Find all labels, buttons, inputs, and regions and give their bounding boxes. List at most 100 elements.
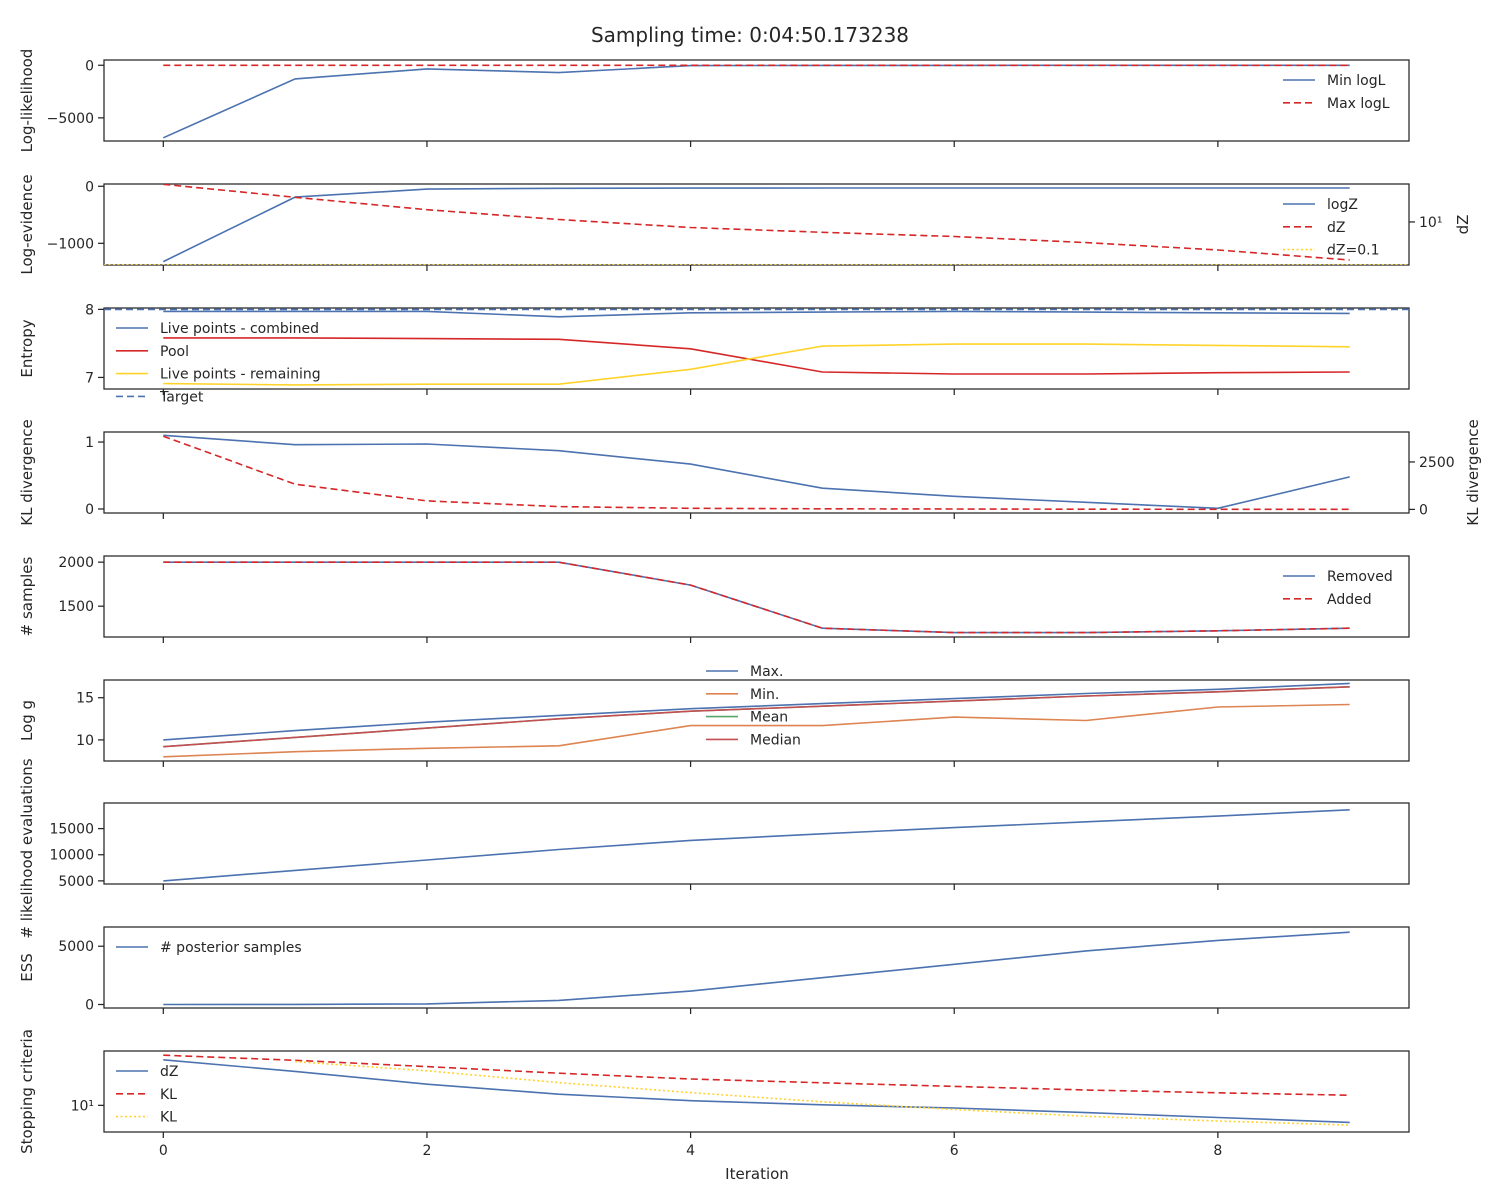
right-y-axis-label: KL divergence [1464,419,1482,525]
legend-label: dZ=0.1 [1327,243,1379,259]
legend-label: logZ [1327,197,1358,213]
series-group [163,434,1350,511]
y-tick-label: 10¹ [71,1098,94,1114]
legend-label: dZ [1327,220,1345,236]
panel-3: 0 1 0 2500 KL divergence KL divergence [18,419,1482,525]
right-y-axis-label: dZ [1454,215,1472,235]
y-tick-label: 7 [85,370,94,386]
legend-label: Min. [750,687,779,703]
y-tick-label: 15 [76,691,94,707]
legend-label: KL [160,1110,177,1126]
x-tick-label: 2 [422,1143,431,1159]
y-axis-label: # samples [18,556,36,636]
legend-label: Min logL [1327,73,1386,89]
y-tick-label: 8 [85,302,94,318]
y-tick-label: 15000 [49,822,94,838]
y-axis-label: Log g [18,700,36,741]
y-tick-label: 0 [85,179,94,195]
panel-4: 1500 2000 # samples Removed Added [18,555,1410,643]
y-tick-label: 1 [85,435,94,451]
y-axis-label: Stopping criteria [18,1029,36,1154]
series-line-0 [163,1059,1350,1124]
series-line-0 [162,187,1350,263]
legend: dZ KL KL [116,1064,178,1126]
series-group [163,561,1350,634]
series-line-2 [295,1060,1350,1126]
series-line-1 [163,703,1350,758]
series-group [163,931,1350,1006]
panel-8: 0 2 4 6 8 10¹ Stopping criteria dZ KL KL [18,1029,1410,1159]
series-line-1 [163,184,1350,261]
y-tick-label: −5000 [47,111,94,127]
right-y-tick-label: 2500 [1419,455,1455,471]
y-axis-label: Log-likelihood [18,49,36,153]
y-axis-label: # likelihood evaluations [18,758,36,938]
y-axis-label: Log-evidence [18,174,36,274]
x-tick-label: 0 [159,1143,168,1159]
x-axis-label: Iteration [725,1165,789,1183]
series-line-0 [163,682,1350,741]
legend-label: Mean [750,710,788,726]
series-line-1 [163,435,1350,511]
series-group [104,308,1409,386]
legend: Min logL Max logL [1283,73,1390,112]
figure-title: Sampling time: 0:04:50.173238 [591,23,909,47]
legend-label: Live points - combined [160,321,319,337]
legend: Live points - combined Pool Live points - … [116,321,321,405]
panels: 0 −5000 Log-likelihood Min logL Max logL 0 −10… [18,49,1482,1159]
panel-0: 0 −5000 Log-likelihood Min logL Max logL [18,49,1410,153]
series-line-0 [163,931,1350,1006]
legend-label: Live points - remaining [160,367,321,383]
panel-frame [103,679,1410,762]
series-line-2 [163,343,1350,386]
legend-label: Max. [750,664,783,680]
legend: Removed Added [1283,569,1393,608]
y-tick-label: 10 [76,733,94,749]
series-line-0 [163,310,1350,318]
legend-label: Target [159,389,204,405]
panel-6: 5000 10000 15000 # likelihood evaluations [18,758,1410,939]
series-line-0 [163,561,1350,634]
y-tick-label: 5000 [58,874,94,890]
y-tick-label: 10000 [49,848,94,864]
legend: logZ dZ dZ=0.1 [1283,197,1379,259]
legend-label: Max logL [1327,96,1390,112]
series-line-1 [163,561,1350,634]
legend: # posterior samples [116,940,302,956]
legend-label: Median [750,732,801,748]
series-group [162,64,1350,139]
x-tick-label: 8 [1213,1143,1222,1159]
series-group [104,184,1409,265]
legend: Max. Min. Mean Median [706,664,801,748]
series-line-1 [163,337,1350,375]
y-tick-label: 0 [85,58,94,74]
y-axis-label: KL divergence [18,419,36,525]
panel-7: 0 5000 ESS # posterior samples [18,926,1410,1014]
series-line-0 [162,64,1350,139]
legend-label: Added [1327,592,1372,608]
x-tick-label: 4 [686,1143,695,1159]
legend-label: Pool [160,344,189,360]
panel-1: 0 −1000 10¹ Log-evidence dZ logZ dZ dZ=0.1 [18,174,1472,274]
y-tick-label: −1000 [47,236,94,252]
y-axis-label: ESS [18,953,36,982]
legend-label: dZ [160,1064,178,1080]
series-group [163,682,1350,758]
y-tick-label: 2000 [58,555,94,571]
right-y-tick-label: 10¹ [1419,215,1442,231]
y-tick-label: 0 [85,998,94,1014]
series-group [163,809,1350,882]
legend-label: Removed [1327,569,1393,585]
y-tick-label: 5000 [58,939,94,955]
panel-frame [103,431,1410,514]
series-group [163,1054,1350,1126]
panel-frame [103,307,1410,390]
panel-frame [103,1050,1410,1133]
series-line-0 [163,809,1350,882]
legend-label: # posterior samples [160,940,302,956]
series-line-0 [163,434,1350,510]
panel-frame [103,59,1410,142]
x-tick-label: 6 [950,1143,959,1159]
panel-frame [103,555,1410,638]
